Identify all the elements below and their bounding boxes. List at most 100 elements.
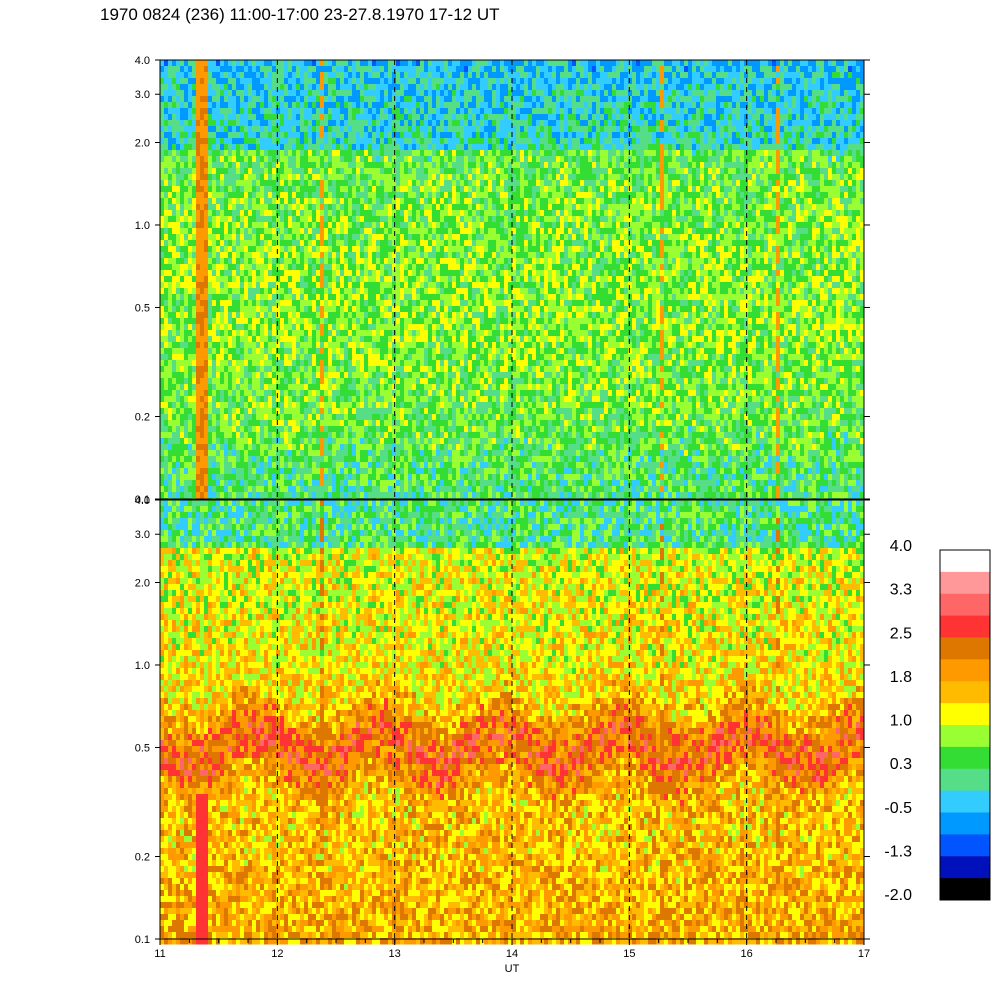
spectrogram-cell (180, 216, 185, 223)
spectrogram-cell (180, 156, 185, 163)
spectrogram-cell (192, 462, 197, 469)
spectrogram-cell (188, 324, 193, 331)
spectrogram-cell (320, 270, 325, 277)
spectrogram-cell (416, 60, 421, 67)
spectrogram-cell (388, 444, 393, 451)
spectrogram-cell (320, 168, 325, 175)
spectrogram-cell (312, 450, 317, 457)
spectrogram-cell (372, 144, 377, 151)
spectrogram-cell (240, 288, 245, 295)
spectrogram-cell (240, 204, 245, 211)
spectrogram-cell (160, 492, 165, 499)
spectrogram-cell (340, 192, 345, 199)
spectrogram-cell (240, 228, 245, 235)
spectrogram-cell (280, 420, 285, 427)
spectrogram-cell (200, 156, 205, 163)
spectrogram-cell (344, 402, 349, 409)
spectrogram-cell (172, 414, 177, 421)
spectrogram-cell (396, 420, 401, 427)
spectrogram-cell (216, 156, 221, 163)
spectrogram-cell (184, 480, 189, 487)
spectrogram-cell (212, 390, 217, 397)
spectrogram-cell (192, 318, 197, 325)
spectrogram-cell (336, 126, 341, 133)
spectrogram-cell (248, 432, 253, 439)
spectrogram-cell (280, 168, 285, 175)
spectrogram-cell (384, 444, 389, 451)
spectrogram-cell (424, 264, 429, 271)
spectrogram-cell (400, 366, 405, 373)
spectrogram-cell (248, 462, 253, 469)
spectrogram-cell (176, 258, 181, 265)
spectrogram-cell (408, 408, 413, 415)
spectrogram-cell (252, 78, 257, 85)
spectrogram-cell (264, 450, 269, 457)
spectrogram-cell (168, 216, 173, 223)
spectrogram-cell (312, 336, 317, 343)
spectrogram-cell (404, 312, 409, 319)
spectrogram-cell (212, 186, 217, 193)
spectrogram-cell (188, 156, 193, 163)
spectrogram-cell (396, 282, 401, 289)
spectrogram-cell (360, 66, 365, 73)
spectrogram-cell (364, 456, 369, 463)
spectrogram-cell (280, 192, 285, 199)
spectrogram-cell (412, 264, 417, 271)
spectrogram-cell (336, 270, 341, 277)
spectrogram-cell (264, 84, 269, 91)
spectrogram-cell (164, 420, 169, 427)
spectrogram-cell (364, 108, 369, 115)
spectrogram-cell (172, 390, 177, 397)
spectrogram-cell (220, 174, 225, 181)
spectrogram-cell (324, 228, 329, 235)
spectrogram-cell (180, 354, 185, 361)
spectrogram-cell (348, 186, 353, 193)
spectrogram-cell (240, 324, 245, 331)
spectrogram-cell (220, 360, 225, 367)
spectrogram-cell (340, 78, 345, 85)
spectrogram-cell (192, 258, 197, 265)
spectrogram-cell (396, 378, 401, 385)
spectrogram-cell (424, 66, 429, 73)
spectrogram-cell (228, 474, 233, 481)
spectrogram-cell (252, 474, 257, 481)
spectrogram-cell (196, 426, 201, 433)
spectrogram-cell (184, 240, 189, 247)
spectrogram-cell (272, 390, 277, 397)
spectrogram-cell (420, 450, 425, 457)
spectrogram-cell (180, 66, 185, 73)
spectrogram-cell (240, 438, 245, 445)
spectrogram-cell (384, 396, 389, 403)
spectrogram-cell (288, 312, 293, 319)
spectrogram-cell (168, 492, 173, 499)
spectrogram-cell (396, 168, 401, 175)
spectrogram-cell (240, 378, 245, 385)
spectrogram-cell (332, 354, 337, 361)
spectrogram-cell (256, 186, 261, 193)
spectrogram-cell (412, 414, 417, 421)
spectrogram-cell (236, 120, 241, 127)
spectrogram-cell (400, 162, 405, 169)
spectrogram-cell (256, 306, 261, 313)
spectrogram-cell (188, 60, 193, 67)
spectrogram-cell (332, 174, 337, 181)
spectrogram-cell (224, 144, 229, 151)
spectrogram-cell (172, 114, 177, 121)
spectrogram-cell (264, 330, 269, 337)
spectrogram-cell (296, 108, 301, 115)
spectrogram-cell (176, 204, 181, 211)
spectrogram-cell (320, 366, 325, 373)
spectrogram-cell (344, 438, 349, 445)
spectrogram-cell (192, 324, 197, 331)
spectrogram-cell (212, 138, 217, 145)
spectrogram-cell (260, 450, 265, 457)
spectrogram-cell (240, 240, 245, 247)
spectrogram-cell (280, 258, 285, 265)
spectrogram-cell (264, 252, 269, 259)
spectrogram-cell (344, 480, 349, 487)
spectrogram-cell (396, 192, 401, 199)
spectrogram-cell (376, 288, 381, 295)
spectrogram-cell (196, 456, 201, 463)
spectrogram-cell (328, 396, 333, 403)
spectrogram-cell (332, 444, 337, 451)
